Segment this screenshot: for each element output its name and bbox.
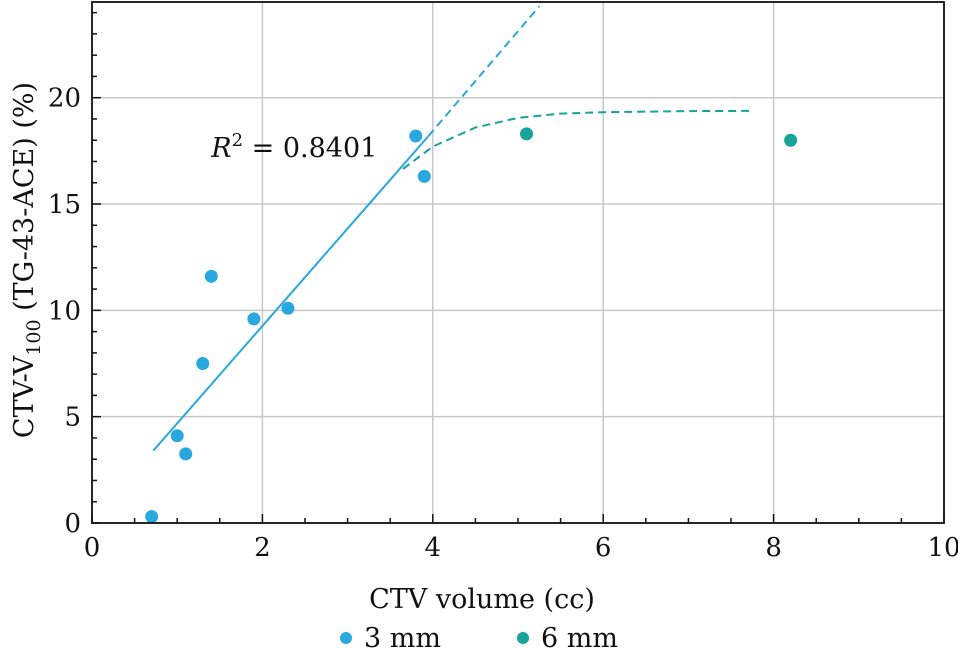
y-axis-title-suffix: (TG-43-ACE) (%) [9,82,40,320]
fit-line [427,5,541,137]
data-point-3mm [247,312,261,326]
data-point-3mm [417,169,431,183]
fit-line [402,109,753,170]
x-tick-label: 10 [927,533,958,563]
tick-layer: 0 2 4 6 8 10 0 5 10 15 20 [48,11,958,563]
r-squared-value: = 0.8401 [243,133,377,164]
y-tick-label: 15 [48,190,81,220]
data-point-3mm [409,129,423,143]
x-tick-label: 0 [84,533,101,563]
data-point-3mm [281,301,295,315]
x-axis-title: CTV volume (cc) [369,584,595,615]
point-layer [145,127,798,524]
grid-layer [92,2,944,523]
fit-layer [152,5,753,452]
y-tick-label: 20 [48,84,81,114]
x-tick-label: 6 [595,533,612,563]
legend-label-6mm: 6 mm [541,623,618,648]
r-squared-annotation: R2 = 0.8401 [210,130,377,164]
data-point-3mm [204,269,218,283]
y-tick-label: 10 [48,296,81,326]
legend-label-3mm: 3 mm [364,623,441,648]
x-tick-label: 8 [765,533,782,563]
legend: 3 mm 6 mm [340,623,618,648]
data-point-3mm [170,429,184,443]
y-axis-title-prefix: CTV-V [9,355,40,438]
data-point-6mm [520,127,534,141]
data-point-3mm [145,510,159,524]
fit-line [152,135,430,452]
r-squared-symbol: R [210,133,231,164]
data-point-3mm [196,357,210,371]
legend-marker-6mm [517,632,529,644]
data-point-6mm [784,133,798,147]
x-tick-label: 4 [425,533,442,563]
y-tick-label: 0 [64,509,81,539]
data-point-3mm [179,447,193,461]
y-axis-title: CTV-V100 (TG-43-ACE) (%) [9,82,45,438]
plot-frame [91,1,945,524]
r-squared-exponent: 2 [232,130,243,151]
legend-marker-3mm [340,632,352,644]
y-axis-title-subscript: 100 [23,319,45,355]
x-tick-label: 2 [254,533,271,563]
y-tick-label: 5 [64,403,81,433]
